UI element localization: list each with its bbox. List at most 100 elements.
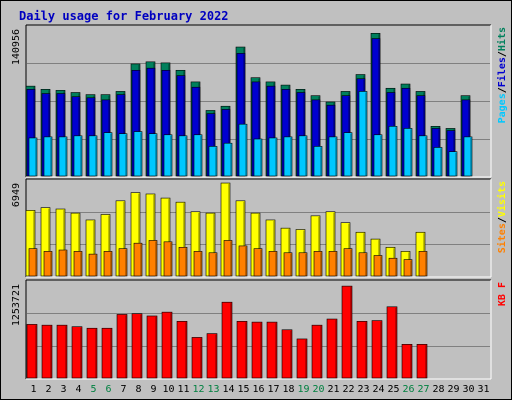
bar-sites-shade (170, 242, 172, 276)
bar-sites-shade (245, 246, 247, 276)
bar-sites-shade (65, 251, 67, 276)
bar-kbytes (296, 338, 308, 379)
x-tick-label: 18 (282, 384, 294, 395)
bar-kbytes (401, 344, 413, 379)
x-tick-label: 12 (192, 384, 204, 395)
y-axis-max-label: 6949 (11, 183, 22, 207)
bar-kbytes (371, 320, 383, 379)
bar-pages (463, 136, 473, 177)
bar-visits-shade (258, 214, 260, 276)
bar-sites (373, 255, 383, 277)
bar-pages (163, 134, 173, 177)
bar-visits-shade (273, 220, 275, 276)
bar-kbytes-shade (275, 323, 277, 378)
bar-pages (28, 137, 38, 177)
bar-pages-shade (155, 134, 157, 176)
bar-kbytes-shade (35, 325, 37, 378)
bar-sites-shade (275, 252, 277, 276)
bar-pages-shade (65, 137, 67, 176)
x-axis-labels: 1 2 3 4 5 6 7 8 9 10 11 12 13 14 15 16 17 18 19 20 21 22 23 24 2… (30, 384, 489, 395)
bar-sites-shade (185, 248, 187, 276)
bar-kbytes-shade (305, 339, 307, 378)
x-tick-label: 25 (387, 384, 399, 395)
bar-sites (28, 248, 38, 277)
bar-sites (358, 252, 368, 277)
bar-pages (223, 142, 233, 177)
bar-pages-shade (350, 133, 352, 176)
chart-title: Daily usage for February 2022 (19, 9, 229, 23)
bar-kbytes (326, 318, 338, 379)
bar-pages (238, 123, 248, 177)
bar-sites (403, 259, 413, 277)
bar-sites-shade (410, 260, 412, 276)
x-tick-label: 26 (402, 384, 414, 395)
bar-sites-shade (155, 241, 157, 276)
bar-kbytes (26, 324, 38, 379)
legend-labels: KB F (497, 282, 508, 306)
bar-kbytes-shade (395, 307, 397, 378)
bar-pages (343, 132, 353, 177)
bar-sites-shade (290, 253, 292, 276)
bar-kbytes-shade (350, 287, 352, 378)
bar-visits-shade (123, 201, 125, 276)
bar-kbytes (236, 321, 248, 379)
bar-pages (73, 135, 83, 177)
bar-kbytes-shade (80, 327, 82, 378)
x-tick-label: 4 (75, 384, 81, 395)
bar-kbytes-shade (260, 323, 262, 378)
x-tick-label: 22 (342, 384, 354, 395)
bar-kbytes (56, 324, 68, 379)
bar-sites-shade (335, 252, 337, 276)
bar-kbytes-shade (155, 316, 157, 378)
bar-pages (388, 126, 398, 177)
bar-kbytes (266, 321, 278, 379)
bar-visits-shade (33, 211, 35, 276)
bar-pages (298, 135, 308, 177)
bar-sites (118, 248, 128, 277)
bar-visits-shade (333, 212, 335, 276)
bar-pages (403, 128, 413, 177)
bar-visits-shade (183, 203, 185, 276)
bar-pages-shade (455, 152, 457, 176)
bar-files-shade (33, 90, 35, 176)
bar-pages-shade (80, 136, 82, 176)
bar-kbytes-shade (140, 314, 142, 378)
bar-sites (418, 251, 428, 277)
bar-pages (253, 138, 263, 177)
bar-sites (268, 251, 278, 277)
bar-sites-shade (230, 241, 232, 276)
bar-sites (328, 251, 338, 277)
bar-pages (313, 146, 323, 177)
bar-files-shade (213, 114, 215, 176)
bar-files-shade (288, 90, 290, 176)
bar-kbytes (251, 321, 263, 379)
x-tick-label: 11 (177, 384, 189, 395)
x-tick-label: 13 (207, 384, 219, 395)
bar-visits-shade (138, 193, 140, 276)
bar-visits-shade (228, 184, 230, 276)
legend-labels: Sites/Visits (496, 181, 508, 253)
bar-kbytes (311, 324, 323, 379)
chart-panels: 140956Pages/Files/Hits6949Sites/Visits12… (11, 24, 508, 380)
bar-sites-shade (80, 252, 82, 276)
bar-pages-shade (170, 135, 172, 176)
bar-kbytes (131, 313, 143, 379)
bar-pages-shade (410, 129, 412, 176)
bar-files-shade (198, 88, 200, 176)
bar-sites-shade (320, 252, 322, 276)
bar-sites (148, 240, 158, 277)
bar-visits-shade (63, 210, 65, 276)
bar-pages (448, 151, 458, 177)
x-tick-label: 19 (297, 384, 309, 395)
bar-pages-shade (260, 140, 262, 176)
bar-sites (208, 252, 218, 277)
bars-hits_files_pages (25, 32, 473, 177)
bar-sites (388, 257, 398, 277)
legend-hits: Hits (496, 27, 508, 51)
x-tick-label: 27 (417, 384, 429, 395)
bar-pages-shade (140, 132, 142, 176)
bar-pages-shade (395, 127, 397, 176)
bar-pages (328, 136, 338, 177)
bar-kbytes-shade (245, 322, 247, 378)
